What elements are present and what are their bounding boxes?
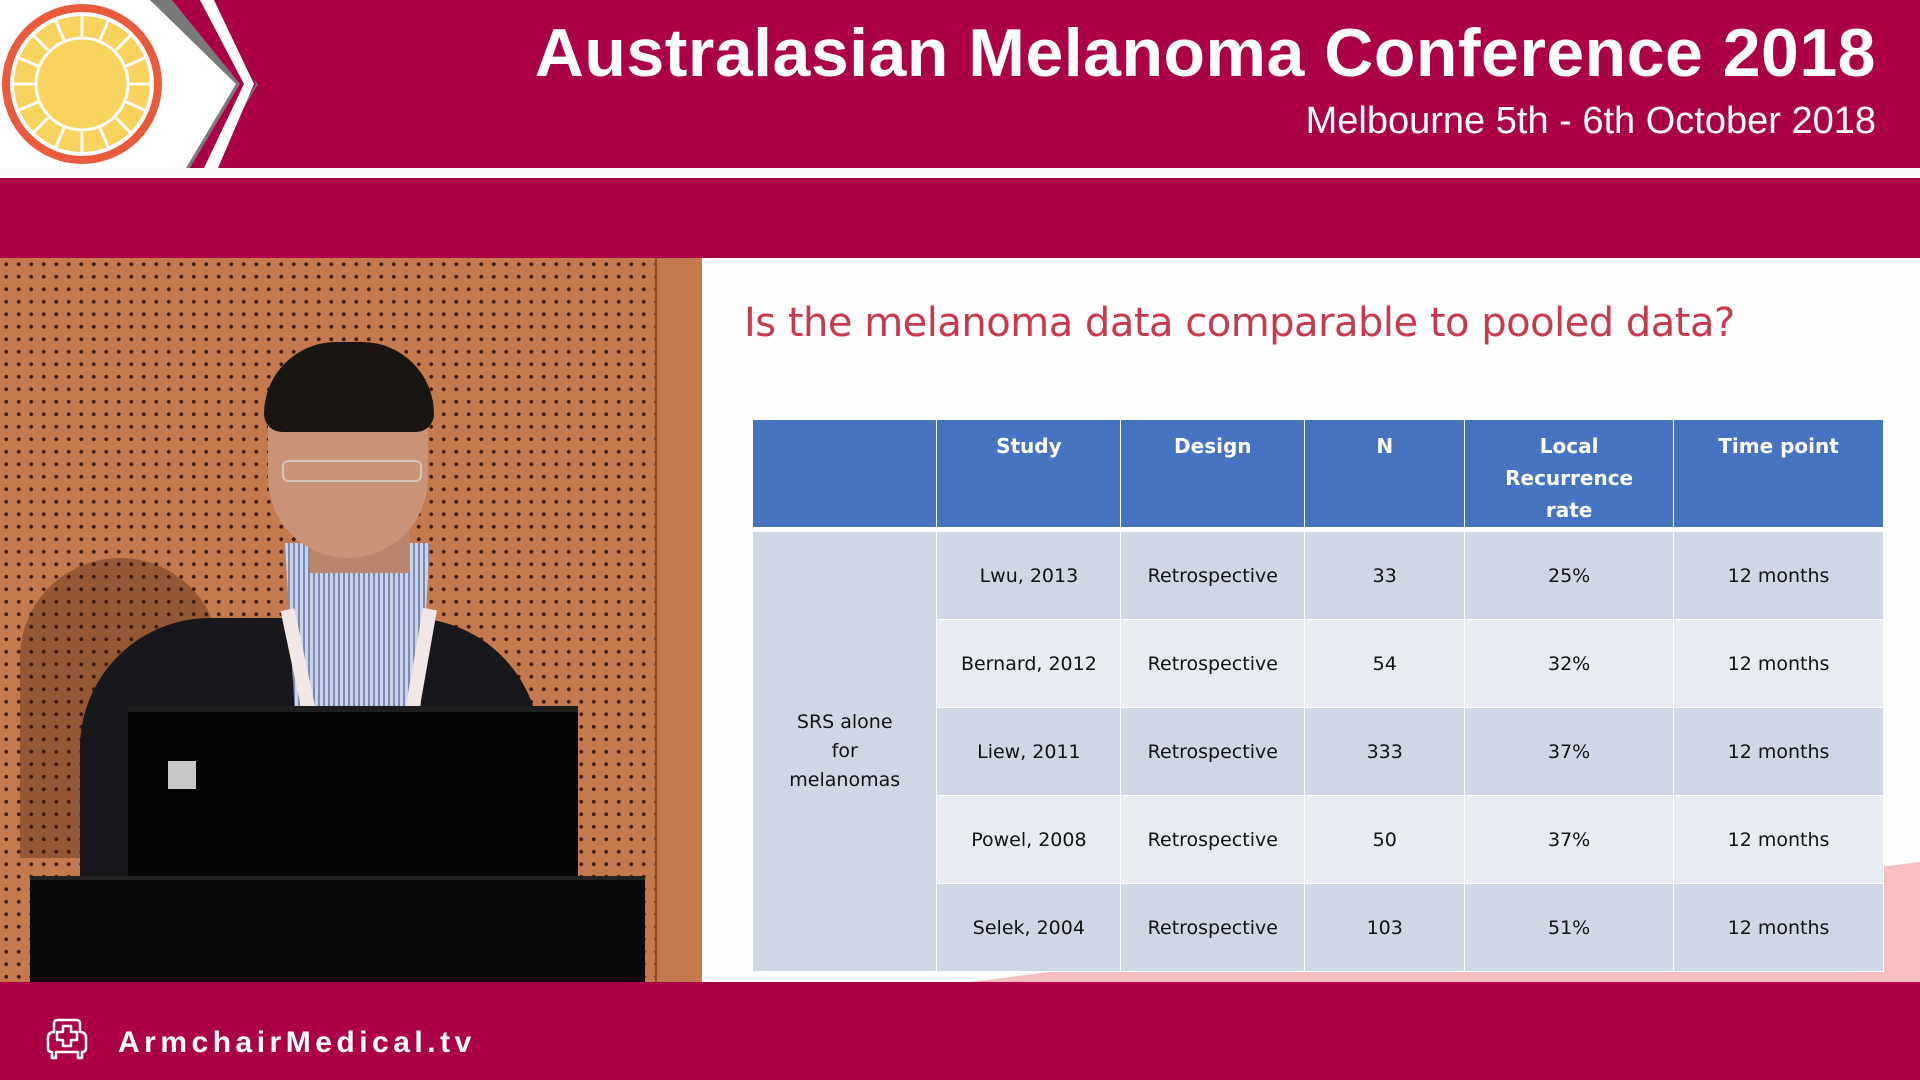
cell-n: 333 xyxy=(1304,707,1466,796)
column-header-time: Time point xyxy=(1673,420,1884,532)
cell-n: 103 xyxy=(1304,883,1466,972)
cell-time: 12 months xyxy=(1673,707,1884,796)
cell-rate: 37% xyxy=(1464,707,1675,796)
table-row: Liew, 2011 Retrospective 333 37% 12 mont… xyxy=(753,707,1884,796)
glasses xyxy=(282,460,422,482)
speaker-video xyxy=(0,258,702,982)
cell-design: Retrospective xyxy=(1120,529,1306,620)
cell-rate: 25% xyxy=(1464,529,1675,620)
cell-rate: 32% xyxy=(1464,619,1675,708)
column-header-design: Design xyxy=(1120,420,1306,532)
header-divider xyxy=(0,168,1920,178)
table-row: Selek, 2004 Retrospective 103 51% 12 mon… xyxy=(753,883,1884,972)
cell-design: Retrospective xyxy=(1120,619,1306,708)
sun-logo-icon xyxy=(0,0,258,168)
cell-design: Retrospective xyxy=(1120,795,1306,884)
cell-study: Lwu, 2013 xyxy=(936,529,1122,620)
conference-header: Australasian Melanoma Conference 2018 Me… xyxy=(0,0,1920,168)
group-label: SRS alone for melanomas xyxy=(753,529,938,972)
table-header-row: Study Design N Local Recurrence rate Tim… xyxy=(753,420,1884,532)
table-row: Bernard, 2012 Retrospective 54 32% 12 mo… xyxy=(753,619,1884,708)
brand-name: ArmchairMedical.tv xyxy=(118,1026,476,1059)
cell-study: Liew, 2011 xyxy=(936,707,1122,796)
column-header xyxy=(753,420,938,532)
cell-design: Retrospective xyxy=(1120,707,1306,796)
header-band xyxy=(0,178,1920,258)
column-header-study: Study xyxy=(936,420,1122,532)
slide-title: Is the melanoma data comparable to poole… xyxy=(744,300,1735,346)
footer-bar: ArmchairMedical.tv xyxy=(0,982,1920,1080)
cell-n: 54 xyxy=(1304,619,1466,708)
cell-n: 33 xyxy=(1304,529,1466,620)
column-header-n: N xyxy=(1304,420,1466,532)
cell-study: Bernard, 2012 xyxy=(936,619,1122,708)
cell-study: Selek, 2004 xyxy=(936,883,1122,972)
cell-n: 50 xyxy=(1304,795,1466,884)
presentation-slide: Is the melanoma data comparable to poole… xyxy=(702,258,1920,982)
cell-design: Retrospective xyxy=(1120,883,1306,972)
column-header-rate: Local Recurrence rate xyxy=(1464,420,1675,532)
table-row: SRS alone for melanomas Lwu, 2013 Retros… xyxy=(753,529,1884,972)
cell-time: 12 months xyxy=(1673,619,1884,708)
speaker-hair xyxy=(264,342,434,432)
lectern xyxy=(30,876,645,982)
recurrence-table: Study Design N Local Recurrence rate Tim… xyxy=(753,420,1884,972)
conference-subtitle: Melbourne 5th - 6th October 2018 xyxy=(1305,100,1876,142)
armchair-cross-icon xyxy=(46,1018,88,1060)
cell-time: 12 months xyxy=(1673,883,1884,972)
cell-rate: 37% xyxy=(1464,795,1675,884)
monitor-sticker xyxy=(168,761,196,789)
cell-time: 12 months xyxy=(1673,529,1884,620)
cell-rate: 51% xyxy=(1464,883,1675,972)
group-label-text: SRS alone for melanomas xyxy=(789,711,901,791)
table-row: Powel, 2008 Retrospective 50 37% 12 mont… xyxy=(753,795,1884,884)
cell-study: Powel, 2008 xyxy=(936,795,1122,884)
wall-panel xyxy=(655,258,702,982)
conference-title: Australasian Melanoma Conference 2018 xyxy=(534,15,1876,91)
lectern-monitor xyxy=(128,706,578,882)
cell-time: 12 months xyxy=(1673,795,1884,884)
